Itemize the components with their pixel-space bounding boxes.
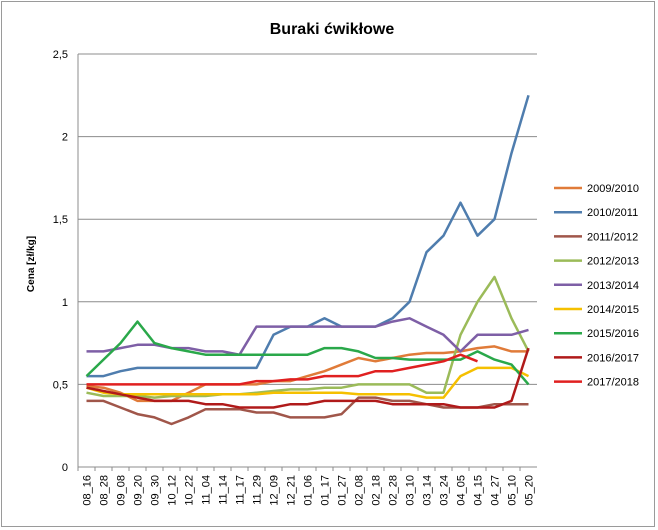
x-tick-label: 02_08 xyxy=(354,475,366,506)
y-tick-label: 0 xyxy=(62,462,68,474)
y-tick-label: 2 xyxy=(62,132,68,144)
x-tick-label: 04_27 xyxy=(490,475,502,506)
series-line-2014-2015 xyxy=(86,366,530,399)
x-tick-label: 11_14 xyxy=(218,475,230,505)
y-tick-label: 1,5 xyxy=(53,214,68,226)
x-tick-label: 03_14 xyxy=(422,475,434,506)
y-tick-label: 1 xyxy=(62,297,68,309)
x-tick-label: 04_05 xyxy=(456,475,468,506)
x-tick-label: 12_09 xyxy=(269,475,281,506)
x-tick-label: 11_29 xyxy=(252,475,264,505)
x-tick-label: 01_27 xyxy=(337,475,349,506)
series-line-2015-2016 xyxy=(85,320,530,386)
legend: 2009/2010 2010/2011 2011/2012 2012/2013 2013… xyxy=(554,183,639,389)
x-tick-label: 01_06 xyxy=(303,475,315,506)
series-line-2016-2017 xyxy=(86,347,530,409)
x-tick-label: 02_28 xyxy=(388,475,400,506)
x-tick-label: 12_21 xyxy=(286,475,298,506)
series-line-2013-2014 xyxy=(86,317,529,356)
x-tick-label: 11_17 xyxy=(235,475,247,505)
legend-label: 2017/2018 xyxy=(587,377,639,389)
legend-label: 2016/2017 xyxy=(587,352,639,364)
y-tick-labels: 0 0,5 1 1,5 2 2,5 xyxy=(53,49,68,474)
x-tick-label: 11_04 xyxy=(201,475,213,505)
chart-title: Buraki ćwikłowe xyxy=(270,21,395,38)
x-tick-label: 05_10 xyxy=(507,475,519,506)
legend-label: 2009/2010 xyxy=(587,183,639,195)
x-tick-label: 05_20 xyxy=(524,475,536,506)
x-tick-labels: 08_16 08_28 09_08 09_20 09_30 10_12 10_22 11_04… xyxy=(82,475,536,506)
legend-label: 2010/2011 xyxy=(587,207,638,219)
gridlines xyxy=(78,53,537,385)
series-line-2012-2013 xyxy=(86,275,530,399)
x-tick-label: 09_30 xyxy=(150,475,162,506)
legend-label: 2012/2013 xyxy=(587,256,639,268)
x-tick-label: 09_20 xyxy=(133,475,145,506)
x-tick-label: 03_10 xyxy=(405,475,417,506)
x-tick-label: 08_28 xyxy=(99,475,111,506)
x-tick-label: 10_12 xyxy=(167,475,179,506)
legend-label: 2014/2015 xyxy=(587,304,639,316)
x-tick-label: 09_08 xyxy=(116,475,128,506)
series-lines xyxy=(85,94,530,426)
y-axis-label: Cena [zł/kg] xyxy=(26,236,37,292)
legend-label: 2011/2012 xyxy=(587,231,638,243)
x-tick-label: 01_17 xyxy=(320,475,332,506)
series-line-2017-2018 xyxy=(86,353,478,386)
x-tick-label: 08_16 xyxy=(82,475,94,506)
legend-label: 2013/2014 xyxy=(587,280,639,292)
axes xyxy=(77,54,537,471)
x-tick-label: 02_18 xyxy=(371,475,383,506)
y-tick-label: 0,5 xyxy=(53,379,68,391)
x-tick-label: 03_24 xyxy=(439,475,451,506)
legend-label: 2015/2016 xyxy=(587,328,639,340)
x-tick-label: 04_15 xyxy=(473,475,485,506)
y-tick-label: 2,5 xyxy=(53,49,68,61)
x-tick-label: 10_22 xyxy=(184,475,196,506)
